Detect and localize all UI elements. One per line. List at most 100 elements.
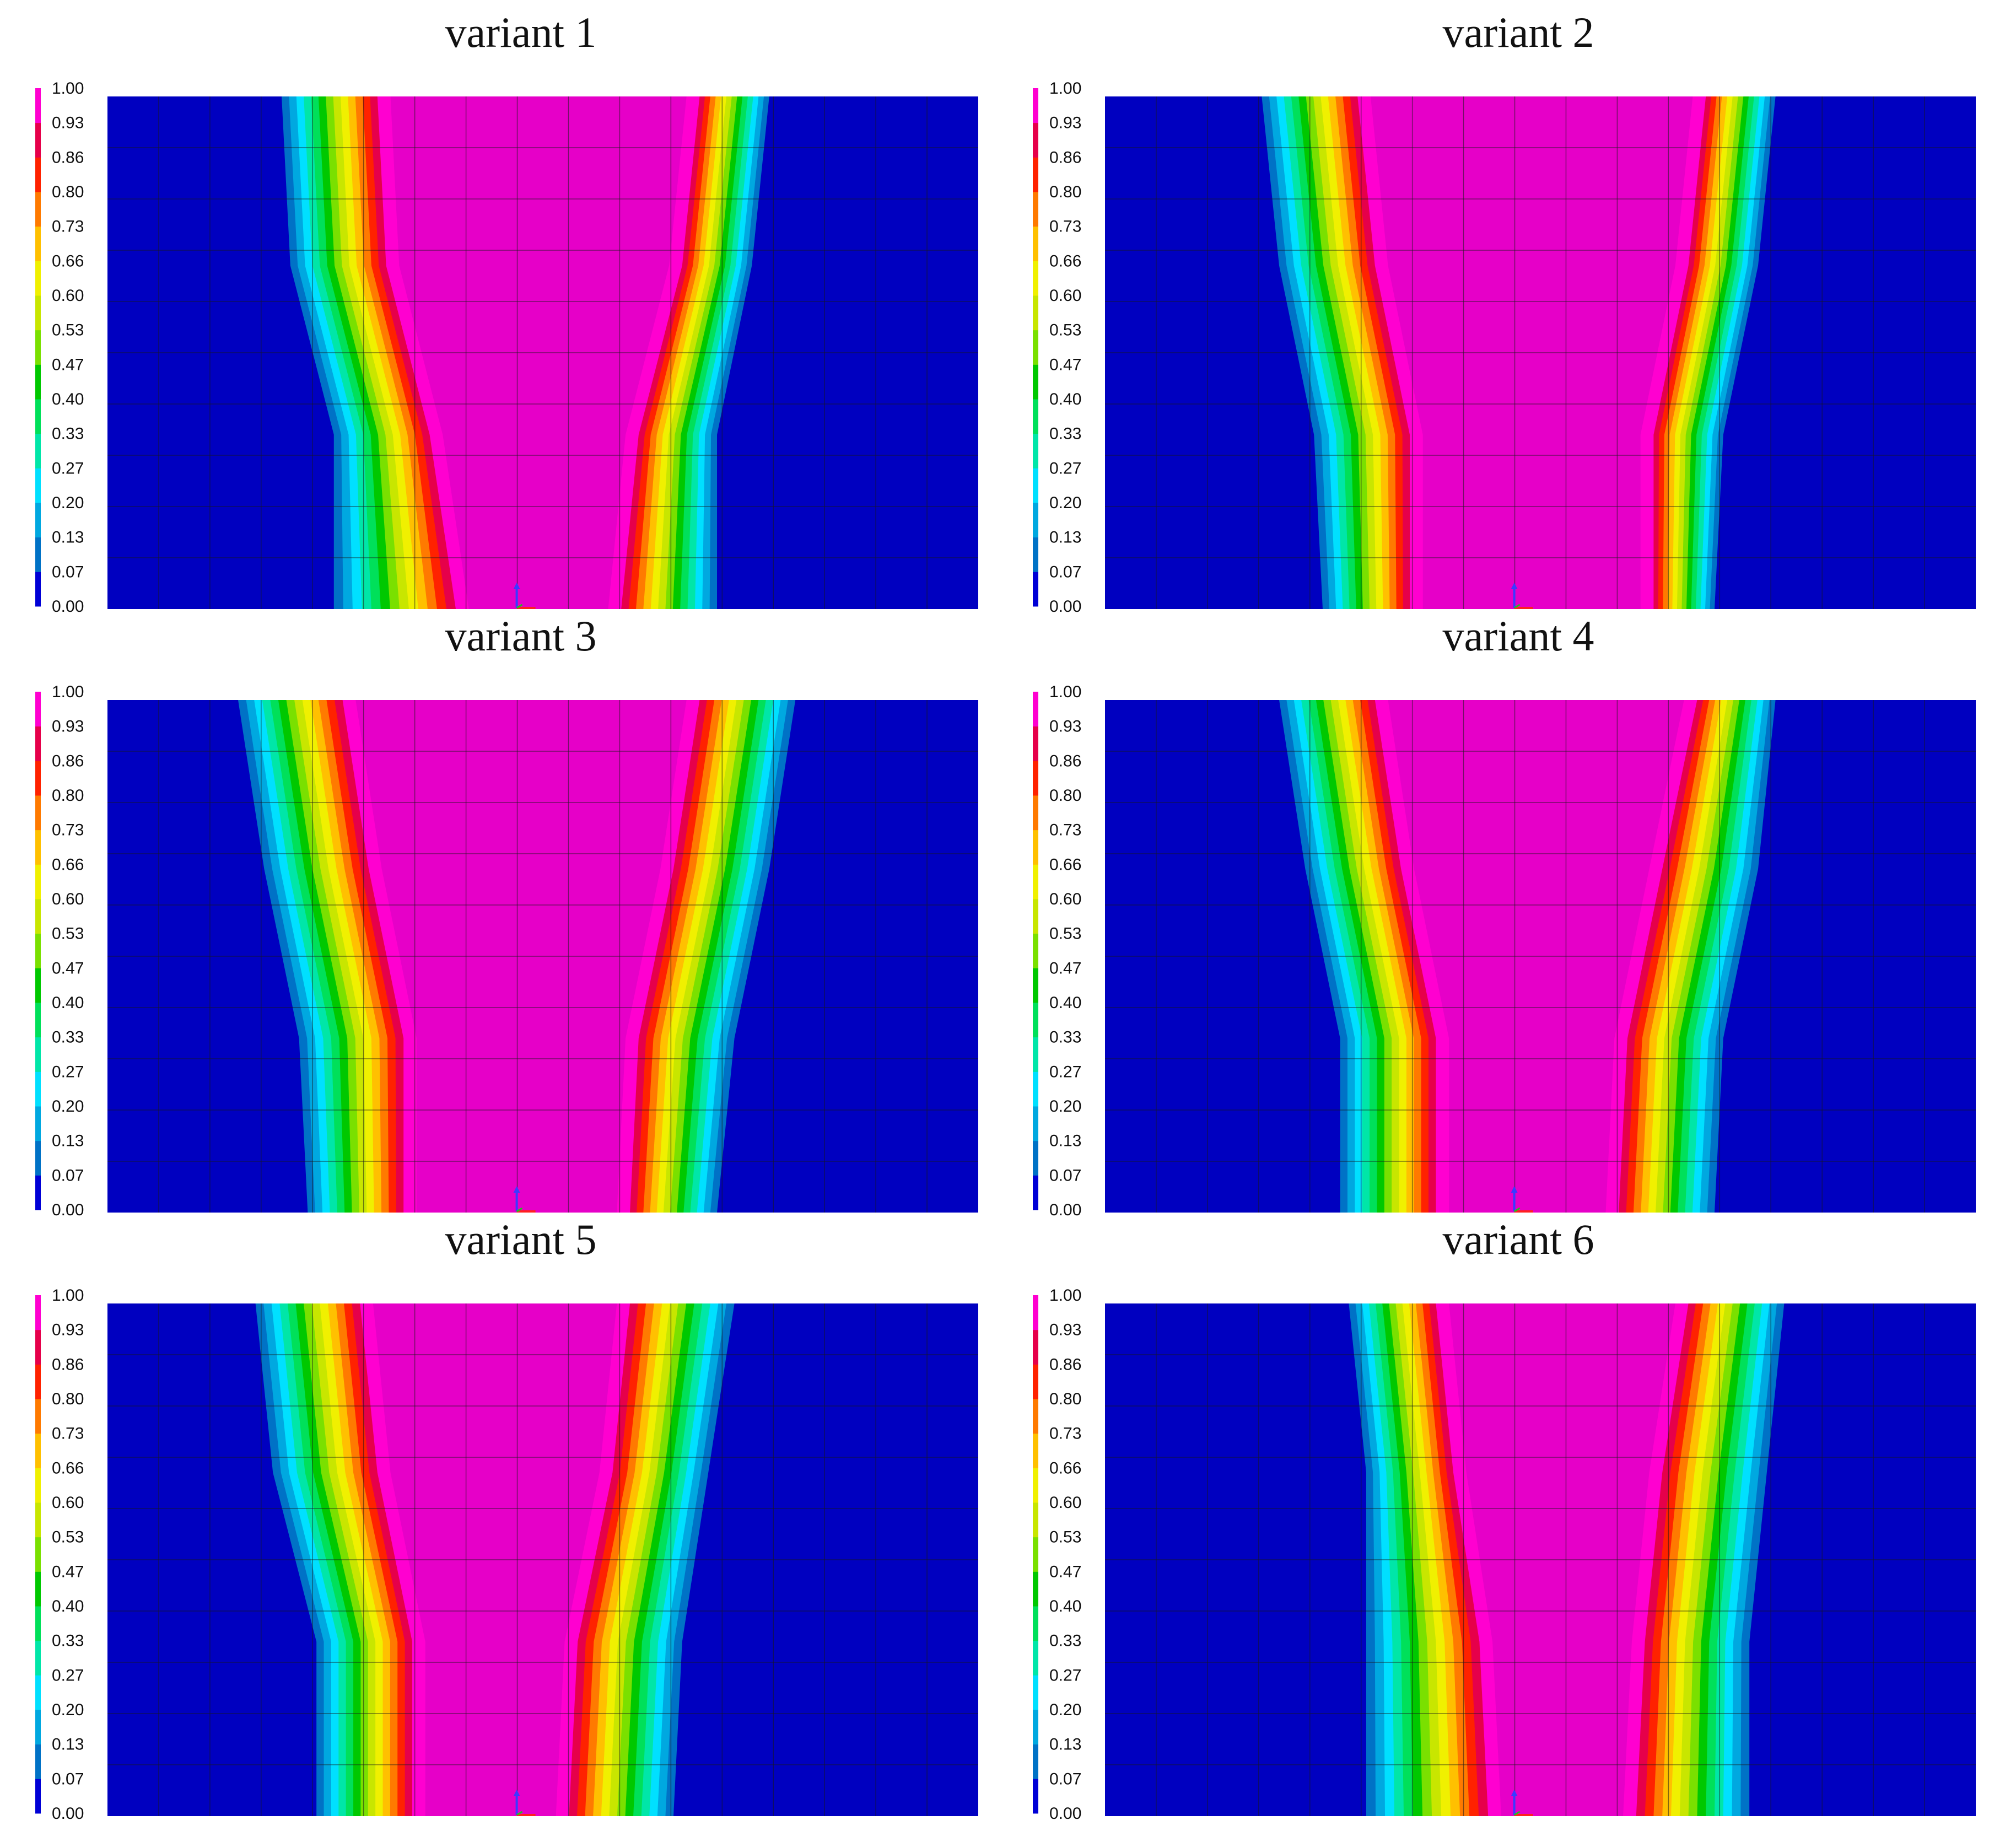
colorbar-segment xyxy=(35,1399,41,1434)
panel-variant-5: variant 5 1.00 0.93 0.86 0.80 0.73 0.66 0.60 0.… xyxy=(22,1215,1020,1823)
colorbar-segment xyxy=(1033,726,1038,761)
colorbar-tick-label: 0.80 xyxy=(52,183,84,201)
axis-triad-icon xyxy=(513,583,536,609)
colorbar-segment xyxy=(35,1329,41,1365)
colorbar-tick-label: 0.13 xyxy=(52,1736,84,1754)
colorbar-tick-label: 0.20 xyxy=(1049,1701,1081,1719)
colorbar-tick-label: 0.53 xyxy=(52,925,84,943)
colorbar-segment xyxy=(1033,1071,1038,1107)
axis-triad-icon xyxy=(513,1790,536,1816)
colorbar-segment xyxy=(35,1606,41,1641)
mesh-grid xyxy=(1105,96,1976,609)
colorbar-segment xyxy=(35,933,41,968)
colorbar-tick-label: 0.20 xyxy=(52,1097,84,1116)
contour-field xyxy=(1349,1303,1785,1816)
colorbar-segment xyxy=(1033,226,1038,261)
colorbar-tick-label: 0.20 xyxy=(1049,1097,1081,1116)
colorbar-segment xyxy=(35,122,41,158)
colorbar-segment xyxy=(35,1140,41,1176)
colorbar-segment xyxy=(1033,399,1038,434)
colorbar-segment xyxy=(1033,1106,1038,1141)
colorbar-segment xyxy=(1033,1037,1038,1072)
colorbar-tick-label: 0.53 xyxy=(1049,1528,1081,1547)
colorbar-tick-label: 0.33 xyxy=(1049,425,1081,443)
colorbar-segment xyxy=(1033,1175,1038,1210)
colorbar-tick-label: 0.47 xyxy=(1049,355,1081,374)
colorbar-segment xyxy=(1033,1399,1038,1434)
colorbar-segment xyxy=(1033,1571,1038,1607)
colorbar-tick-label: 0.20 xyxy=(52,494,84,512)
colorbar-segment xyxy=(35,864,41,899)
contour-plot-svg: 1.00 0.93 0.86 0.80 0.73 0.66 0.60 0.53 0.47 0.40… xyxy=(35,1286,978,1823)
colorbar-tick-label: 0.27 xyxy=(52,1063,84,1081)
colorbar-tick-label: 0.66 xyxy=(1049,252,1081,270)
axis-triad-icon xyxy=(1511,1186,1533,1213)
mesh-grid xyxy=(107,700,978,1213)
colorbar-tick-label: 0.60 xyxy=(1049,287,1081,305)
colorbar-segment xyxy=(35,1175,41,1210)
colorbar-segment xyxy=(1033,692,1038,727)
mesh-grid xyxy=(1105,1303,1976,1816)
colorbar-segment xyxy=(1033,1003,1038,1038)
colorbar-segment xyxy=(35,503,41,538)
colorbar-tick-label: 0.40 xyxy=(1049,1597,1081,1615)
contour-plot-svg: 1.00 0.93 0.86 0.80 0.73 0.66 0.60 0.53 0.47 0.40… xyxy=(1033,79,1976,616)
colorbar-segment xyxy=(35,1003,41,1038)
colorbar-segment xyxy=(1033,1468,1038,1503)
colorbar-segment xyxy=(1033,829,1038,865)
colorbar-segment xyxy=(35,1106,41,1141)
panel-title: variant 4 xyxy=(1442,612,1594,660)
colorbar-segment xyxy=(1033,1779,1038,1814)
colorbar-tick-label: 0.73 xyxy=(52,1425,84,1443)
colorbar-segment xyxy=(35,1744,41,1779)
colorbar-segment xyxy=(1033,899,1038,934)
colorbar-segment xyxy=(1033,261,1038,296)
colorbar-segment xyxy=(1033,572,1038,607)
mesh-grid xyxy=(107,1303,978,1816)
colorbar-tick-label: 0.86 xyxy=(52,1355,84,1373)
colorbar-tick-label: 0.93 xyxy=(1049,1321,1081,1339)
colorbar-tick-label: 0.13 xyxy=(1049,1736,1081,1754)
colorbar-tick-label: 0.13 xyxy=(1049,529,1081,547)
colorbar-tick-label: 0.27 xyxy=(1049,459,1081,477)
panel-title: variant 6 xyxy=(1442,1215,1594,1263)
colorbar-tick-label: 0.47 xyxy=(52,959,84,977)
colorbar-tick-label: 0.66 xyxy=(52,252,84,270)
colorbar-segment xyxy=(35,1537,41,1572)
colorbar-segment xyxy=(1033,295,1038,331)
colorbar-tick-label: 0.00 xyxy=(52,1201,84,1219)
colorbar-segment xyxy=(1033,88,1038,123)
colorbar-tick-label: 0.66 xyxy=(52,1459,84,1477)
colorbar-segment xyxy=(1033,968,1038,1003)
colorbar-tick-label: 0.33 xyxy=(52,425,84,443)
panel-title: variant 5 xyxy=(445,1215,597,1263)
colorbar-tick-label: 0.86 xyxy=(1049,752,1081,770)
colorbar-segment xyxy=(1033,864,1038,899)
colorbar-segment xyxy=(1033,1140,1038,1176)
colorbar-tick-label: 0.27 xyxy=(52,1666,84,1684)
colorbar-tick-label: 0.53 xyxy=(52,1528,84,1547)
colorbar-segment xyxy=(1033,1364,1038,1399)
colorbar-tick-label: 0.93 xyxy=(52,114,84,132)
colorbar-tick-label: 0.80 xyxy=(1049,183,1081,201)
panel-title: variant 1 xyxy=(445,8,597,56)
colorbar-segment xyxy=(35,1779,41,1814)
colorbar-tick-label: 0.93 xyxy=(1049,114,1081,132)
colorbar-segment xyxy=(1033,795,1038,831)
colorbar-segment xyxy=(1033,330,1038,365)
colorbar-segment xyxy=(1033,1433,1038,1468)
colorbar-tick-label: 0.33 xyxy=(52,1632,84,1650)
colorbar-tick-label: 0.53 xyxy=(1049,321,1081,340)
colorbar-segment xyxy=(35,364,41,400)
colorbar-tick-label: 0.80 xyxy=(52,786,84,805)
colorbar-segment xyxy=(35,1675,41,1710)
colorbar-tick-label: 0.53 xyxy=(52,321,84,340)
colorbar-tick-label: 0.40 xyxy=(1049,994,1081,1012)
colorbar-tick-label: 0.73 xyxy=(1049,1425,1081,1443)
colorbar-segment xyxy=(1033,192,1038,227)
colorbar-tick-label: 0.86 xyxy=(1049,1355,1081,1373)
colorbar-tick-label: 0.86 xyxy=(1049,148,1081,166)
colorbar-segment xyxy=(1033,537,1038,572)
colorbar-tick-label: 0.07 xyxy=(52,1166,84,1184)
colorbar-tick-label: 0.80 xyxy=(1049,786,1081,805)
